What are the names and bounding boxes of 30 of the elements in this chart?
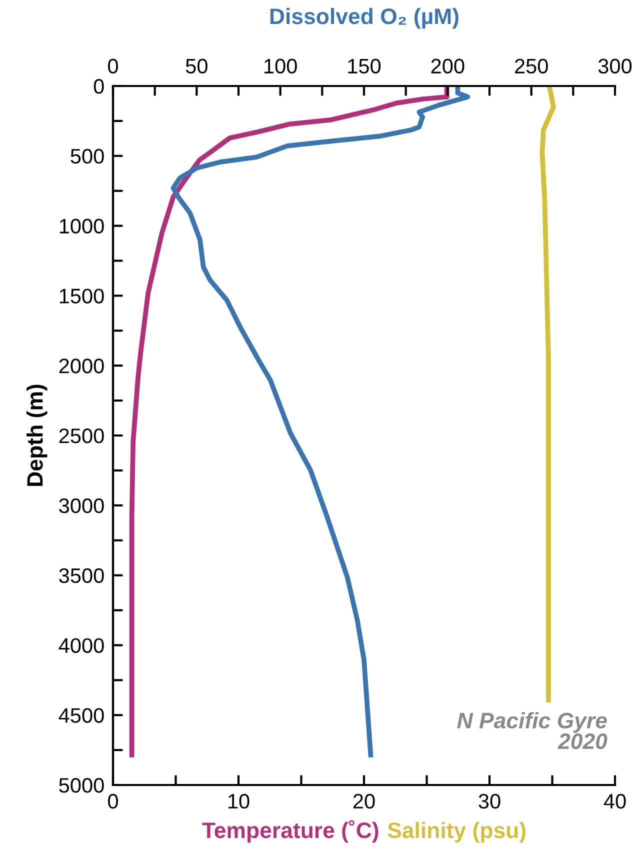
x2-tick-label: 50 — [186, 58, 208, 74]
x2-tick-label: 0 — [108, 58, 118, 74]
y-tick-label: 3500 — [59, 568, 104, 584]
x2-tick-label: 150 — [348, 58, 381, 74]
y-axis-title: Depth (m) — [26, 384, 48, 486]
x2-tick-label: 100 — [264, 58, 297, 74]
line-series — [129, 86, 450, 758]
x-tick-label: 20 — [353, 794, 375, 809]
y-tick-label: 3000 — [59, 498, 104, 514]
y-tick-label: 5000 — [59, 778, 104, 793]
y-tick-label: 1500 — [60, 288, 104, 304]
text: Temperature (˚C) — [202, 820, 378, 843]
y-tick-label: 500 — [70, 148, 104, 164]
annotation: N Pacific Gyre 2020 — [457, 712, 608, 750]
text: Dissolved O₂ (µM) — [270, 8, 458, 29]
x-tick-label: 10 — [228, 794, 250, 809]
y-tick-label: 1000 — [60, 218, 104, 234]
x2-tick-label: 200 — [431, 58, 464, 74]
x-tick-label: 40 — [604, 794, 626, 809]
x2-tick-label: 250 — [515, 58, 548, 74]
line-series — [540, 86, 556, 702]
y-tick-label: 2000 — [59, 358, 104, 374]
x-tick-label: 30 — [478, 794, 500, 809]
y-tick-label: 4500 — [58, 708, 104, 723]
y-tick-label: 4000 — [58, 638, 104, 653]
y-tick-label: 0 — [94, 79, 104, 94]
y-tick-label: 2500 — [59, 428, 104, 444]
text: Salinity (psu) — [388, 822, 526, 843]
x2-tick-label: 300 — [598, 58, 632, 74]
x-tick-label: 0 — [108, 794, 118, 809]
